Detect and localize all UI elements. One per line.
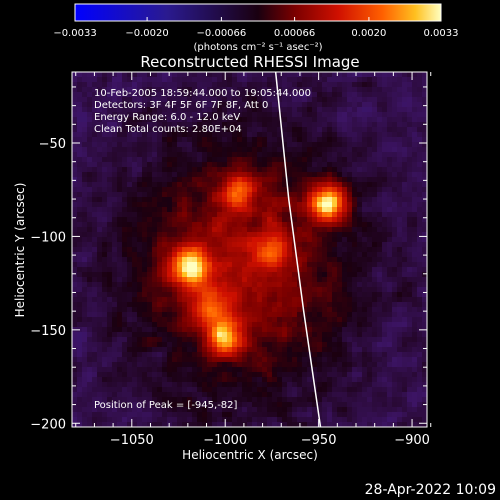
annotation-line: Detectors: 3F 4F 5F 6F 7F 8F, Att 0	[94, 100, 268, 111]
heatmap-image	[72, 72, 427, 427]
x-tick-label: −900	[394, 433, 430, 448]
y-axis-label: Heliocentric Y (arcsec)	[13, 183, 27, 318]
annotation-line: Energy Range: 6.0 - 12.0 keV	[94, 112, 240, 123]
x-tick-label: −1000	[203, 433, 247, 448]
y-tick-label: −100	[30, 230, 66, 245]
colorbar-tick-label: −0.0033	[53, 28, 96, 39]
y-tick-label: −200	[30, 417, 66, 432]
y-tick-label: −150	[30, 324, 66, 339]
y-tick-label: −50	[39, 137, 66, 152]
colorbar-tick-label: 0.00066	[274, 28, 315, 39]
colorbar-tick-label: −0.0020	[125, 28, 168, 39]
colorbar-unit-label: (photons cm⁻² s⁻¹ asec⁻²)	[193, 42, 322, 53]
x-axis-label: Heliocentric X (arcsec)	[182, 448, 318, 462]
solar-limb-curve	[274, 72, 322, 427]
colorbar-tick-label: 0.0033	[424, 28, 459, 39]
colorbar-gradient	[74, 3, 442, 22]
annotation-line: Clean Total counts: 2.80E+04	[94, 124, 242, 135]
annotation-line: 10-Feb-2005 18:59:44.000 to 19:05:44.000	[94, 88, 311, 99]
plot-frame	[71, 71, 428, 428]
colorbar-tick-label: −0.00066	[197, 28, 247, 39]
x-tick-label: −1050	[110, 433, 154, 448]
colorbar-tick-label: 0.0020	[351, 28, 386, 39]
chart-title: Reconstructed RHESSI Image	[140, 53, 359, 71]
peak-position-label: Position of Peak = [-945,-82]	[94, 400, 238, 411]
colorbar: −0.0033 −0.0020 −0.00066 0.00066 0.0020 0.003…	[53, 3, 459, 53]
footer-timestamp: 28-Apr-2022 10:09	[365, 482, 496, 498]
x-tick-label: −950	[301, 433, 337, 448]
annotation-block: 10-Feb-2005 18:59:44.000 to 19:05:44.000…	[94, 88, 311, 135]
